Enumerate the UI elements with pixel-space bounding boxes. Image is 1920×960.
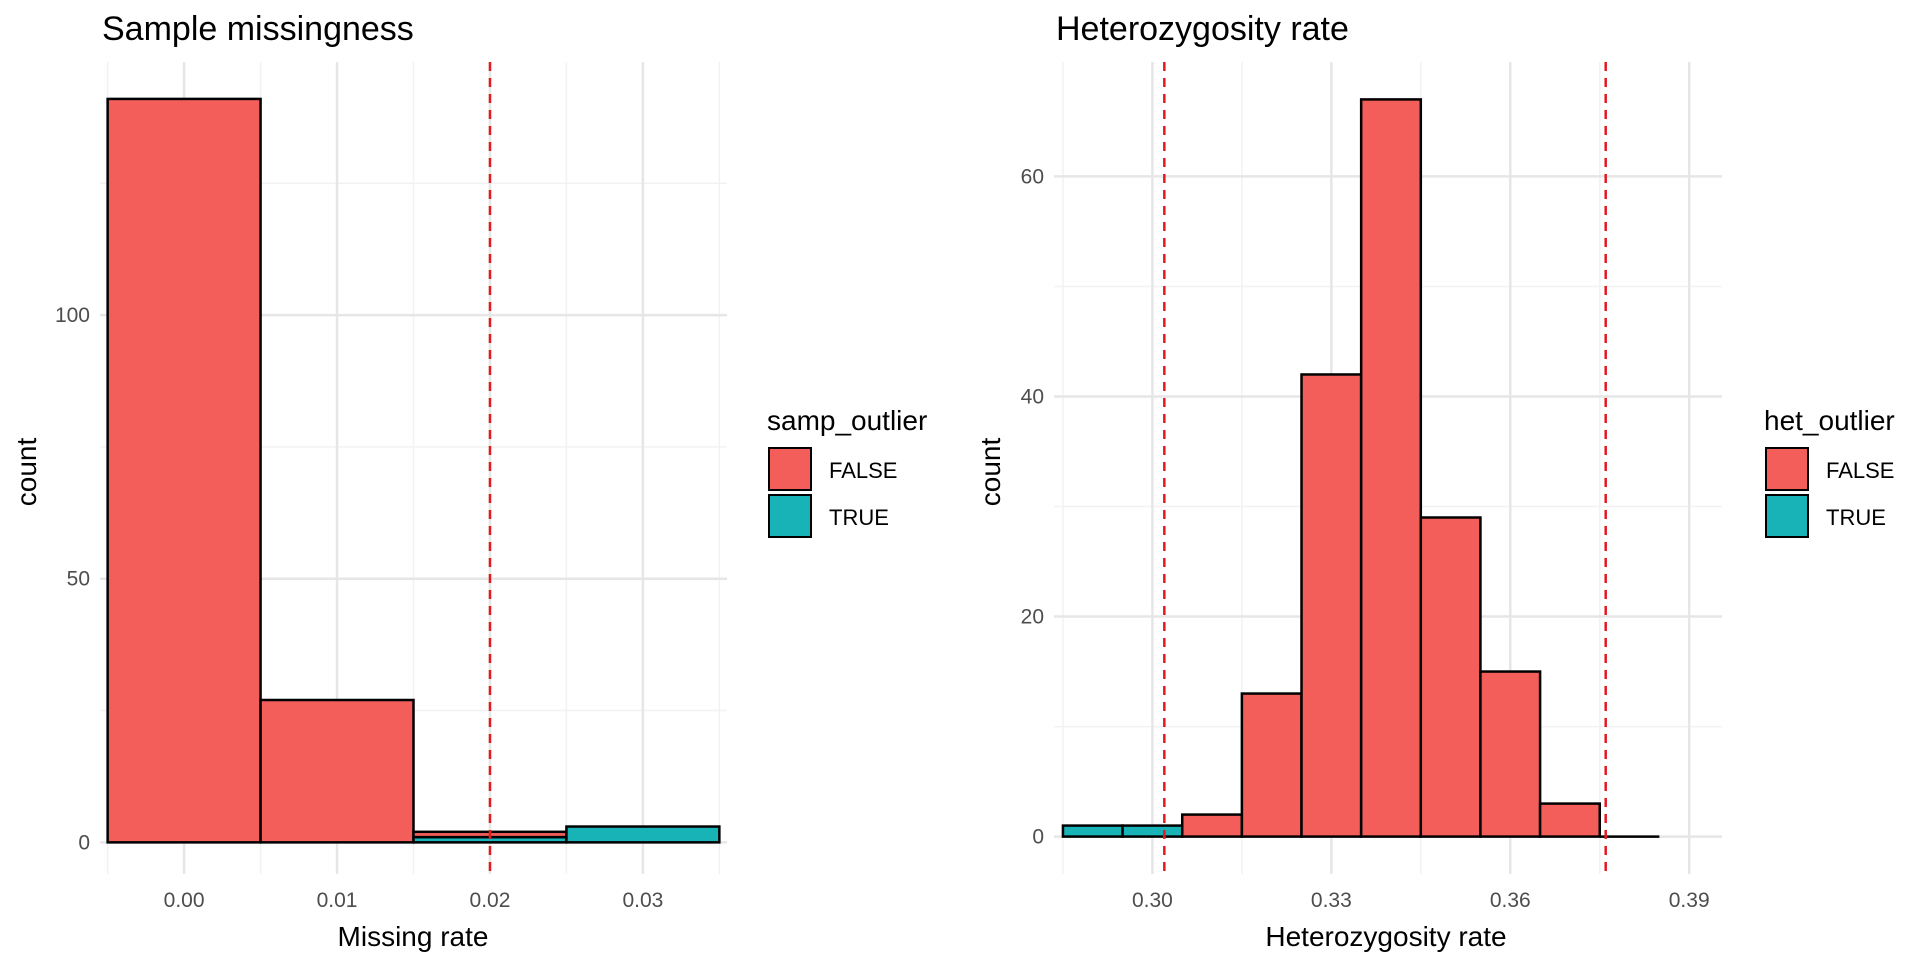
chart-title: Sample missingness — [102, 10, 414, 48]
y-tick-label: 20 — [1021, 606, 1044, 629]
bar-false — [1419, 516, 1482, 838]
x-tick-labels: 0.30 0.33 0.36 0.39 — [1132, 889, 1710, 912]
x-tick-labels: 0.00 0.01 0.02 0.03 — [164, 889, 664, 912]
x-tick-label: 0.36 — [1490, 889, 1531, 912]
x-tick-label: 0.02 — [470, 889, 511, 912]
bar-false — [259, 698, 415, 844]
y-tick-labels: 0 20 40 60 — [1021, 165, 1044, 848]
legend-title: het_outlier — [1764, 405, 1895, 436]
y-tick-label: 50 — [67, 568, 90, 591]
chart-title: Heterozygosity rate — [1056, 10, 1349, 48]
legend: samp_outlier FALSE TRUE — [767, 405, 927, 538]
y-tick-labels: 0 50 100 — [55, 304, 90, 854]
legend-key-false — [768, 447, 812, 491]
bars — [1061, 98, 1660, 838]
bar-false — [1180, 813, 1244, 838]
legend-label-false: FALSE — [829, 458, 897, 483]
bars — [106, 97, 721, 844]
x-tick-label: 0.00 — [164, 889, 205, 912]
x-axis-title: Missing rate — [338, 921, 489, 952]
y-tick-label: 0 — [78, 831, 90, 854]
legend-key-true — [1765, 494, 1809, 538]
legend-label-false: FALSE — [1826, 458, 1894, 483]
legend-key-true — [768, 494, 812, 538]
bar-false — [1240, 692, 1303, 838]
bar-false — [1538, 802, 1601, 838]
bar-false — [1300, 373, 1363, 838]
x-tick-label: 0.01 — [317, 889, 358, 912]
y-tick-label: 60 — [1021, 165, 1044, 188]
y-axis-title: count — [11, 438, 42, 507]
bar-true — [565, 825, 721, 844]
bar-true — [1061, 824, 1124, 838]
heterozygosity-panel: Heterozygosity rate Heterozygosity rate … — [975, 10, 1895, 952]
y-tick-label: 0 — [1032, 826, 1044, 849]
x-tick-label: 0.39 — [1669, 889, 1710, 912]
legend-title: samp_outlier — [767, 405, 927, 436]
missingness-panel: Sample missingness Missing rate count 0.… — [11, 10, 927, 952]
bar-true — [1121, 824, 1184, 838]
bar-false — [1479, 670, 1542, 838]
threshold-lines — [1163, 62, 1607, 874]
legend-label-true: TRUE — [829, 505, 889, 530]
x-axis-title: Heterozygosity rate — [1265, 921, 1506, 952]
bar-false — [1359, 98, 1423, 838]
y-tick-label: 40 — [1021, 385, 1044, 408]
legend-key-false — [1765, 447, 1809, 491]
legend-label-true: TRUE — [1826, 505, 1886, 530]
x-tick-label: 0.30 — [1132, 889, 1173, 912]
y-axis-title: count — [975, 438, 1006, 507]
legend: het_outlier FALSE TRUE — [1764, 405, 1895, 538]
x-tick-label: 0.03 — [622, 889, 663, 912]
bar-false — [106, 97, 262, 844]
x-tick-label: 0.33 — [1311, 889, 1352, 912]
y-tick-label: 100 — [55, 304, 90, 327]
